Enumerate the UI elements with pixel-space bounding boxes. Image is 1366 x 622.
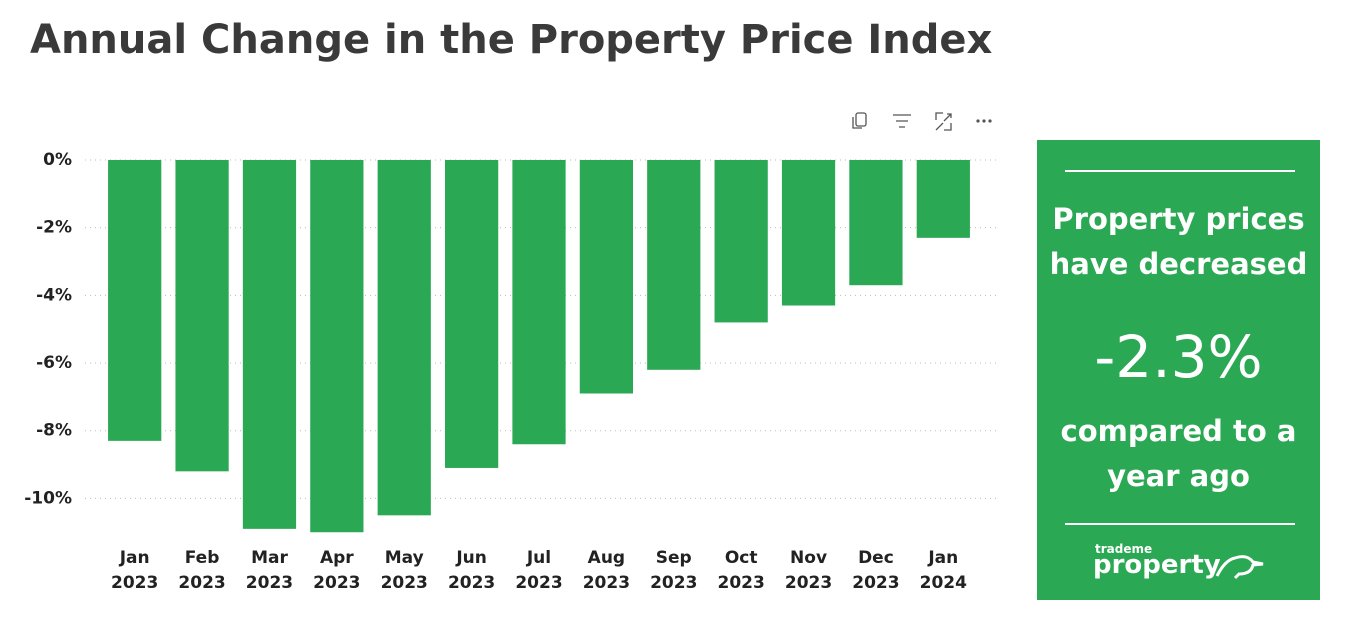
card-headline: Property prices have decreased [1049,202,1308,281]
bar [377,160,431,516]
x-tick-label: Apr 2023 [313,548,360,593]
visual-toolbar [852,112,992,131]
card-value: -2.3% [1094,323,1263,391]
card-footer: compared to a year ago [1060,414,1297,493]
brand-small: trademe [1095,542,1153,556]
y-tick-label: -2% [36,218,72,238]
x-tick-label: Jan 2023 [111,548,158,593]
x-tick-label: Jan 2024 [920,548,967,593]
x-tick-label: May 2023 [381,548,428,593]
x-tick-label: Dec 2023 [852,548,899,593]
copy-icon[interactable] [852,112,867,129]
bar [310,160,364,533]
bar [108,160,162,441]
summary-card: Property prices have decreased -2.3% com… [1037,140,1320,600]
chart-title: Annual Change in the Property Price Inde… [30,17,993,63]
card-rule [1065,523,1295,525]
bar [242,160,297,529]
filter-icon[interactable] [893,114,911,128]
chart: Annual Change in the Property Price Inde… [24,17,1000,593]
x-tick-label: Jun 2023 [448,548,495,593]
bar [444,160,499,468]
x-tick-label: Nov 2023 [785,548,832,593]
x-tick-label: Mar 2023 [246,548,293,593]
more-icon[interactable] [976,119,992,123]
bar [916,160,970,238]
bar [175,160,229,472]
bar [512,160,566,445]
bar [849,160,903,286]
y-tick-label: -4% [36,285,72,305]
x-tick-label: Feb 2023 [178,548,225,593]
bar [714,160,768,323]
bar [781,160,836,306]
x-tick-label: Oct 2023 [717,548,764,593]
x-tick-label: Aug 2023 [583,548,630,593]
y-tick-label: 0% [43,150,72,170]
focus-icon[interactable] [935,112,952,131]
brand: property [1093,550,1221,580]
y-tick-label: -6% [36,353,72,373]
kiwi-logo [1215,555,1264,580]
y-tick-label: -8% [36,421,72,441]
y-tick-label: -10% [24,488,72,508]
bar [647,160,701,370]
x-tick-label: Sep 2023 [650,548,697,593]
card-rule [1065,170,1295,172]
x-tick-label: Jul 2023 [515,548,562,593]
bar [579,160,634,394]
